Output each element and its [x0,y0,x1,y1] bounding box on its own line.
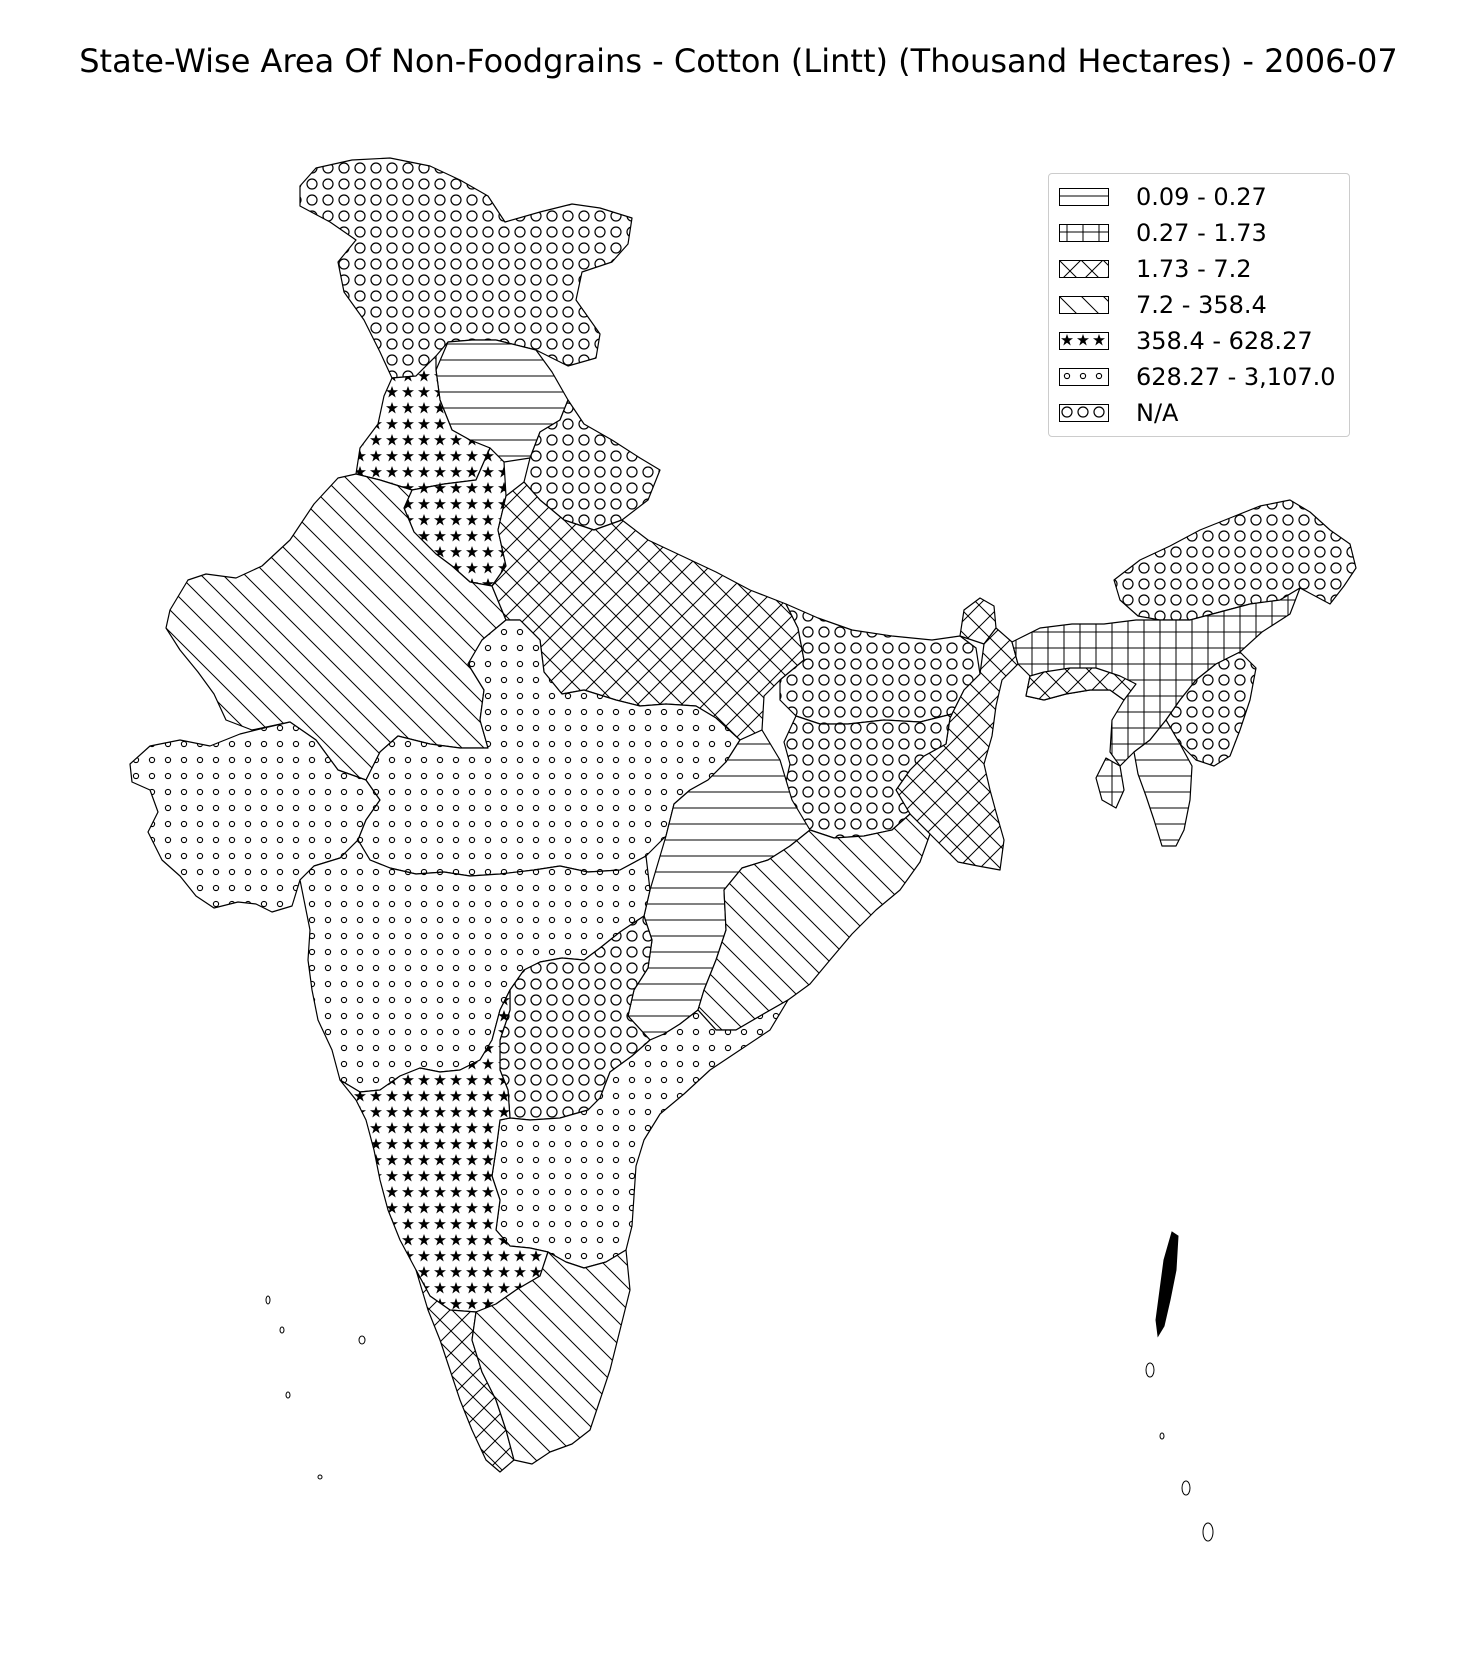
region-jammu-kashmir [299,157,633,379]
island-lakshadweep-5 [317,1474,323,1480]
island-lakshadweep-4 [285,1391,291,1399]
legend-swatch-small-dots-icon [1059,368,1109,386]
legend-swatch-grid-icon [1059,224,1109,242]
island-andaman [1155,1231,1179,1338]
region-arunachal-pradesh [1113,499,1357,621]
island-andaman-2 [1145,1362,1155,1378]
island-nicobar-3 [1202,1522,1214,1542]
legend-swatch-horizontal-lines-icon [1059,188,1109,206]
legend-label: 0.27 - 1.73 [1136,219,1267,247]
island-nicobar-2 [1181,1480,1191,1496]
legend-swatch-large-circles-icon [1059,404,1109,422]
legend: 0.09 - 0.27 0.27 - 1.73 1.73 - 7.2 7.2 -… [1048,173,1350,437]
legend-label: 358.4 - 628.27 [1136,327,1313,355]
island-lakshadweep-2 [279,1326,285,1334]
region-tripura [1095,757,1125,809]
legend-label: 1.73 - 7.2 [1136,255,1252,283]
map-title: State-Wise Area Of Non-Foodgrains - Cott… [79,42,1398,80]
island-lakshadweep-3 [358,1335,366,1345]
legend-swatch-stars-icon [1059,332,1109,350]
legend-label: N/A [1136,399,1179,427]
region-meghalaya [1025,667,1137,701]
region-tamil-nadu [471,1249,631,1465]
legend-swatch-diagonal-lines-icon [1059,296,1109,314]
region-mizoram [1133,719,1193,847]
island-lakshadweep-1 [265,1295,271,1305]
legend-label: 628.27 - 3,107.0 [1136,363,1336,391]
region-bihar [779,603,981,725]
region-karnataka [339,989,549,1313]
legend-swatch-cross-hatch-icon [1059,260,1109,278]
legend-label: 7.2 - 358.4 [1136,291,1267,319]
legend-label: 0.09 - 0.27 [1136,183,1267,211]
island-nicobar-1 [1159,1432,1165,1440]
